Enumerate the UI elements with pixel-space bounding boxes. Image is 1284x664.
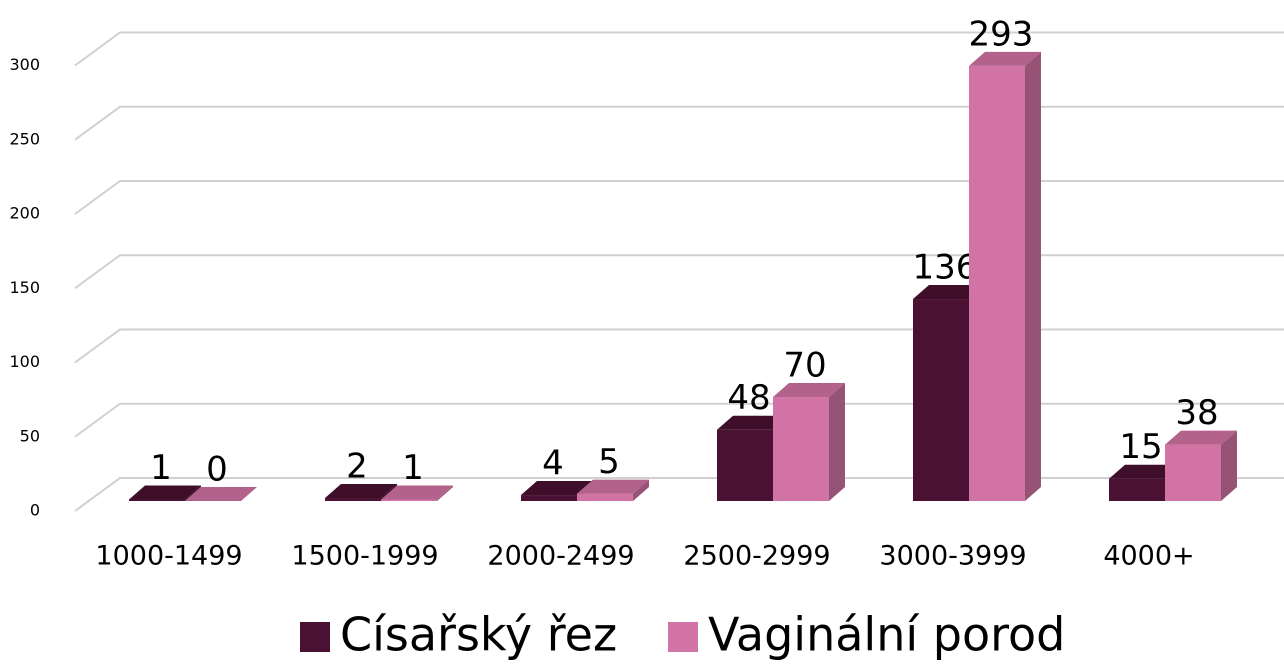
bar-top bbox=[577, 479, 649, 494]
bar bbox=[185, 487, 257, 501]
x-tick-label: 3000-3999 bbox=[879, 541, 1026, 572]
data-label: 0 bbox=[206, 450, 228, 490]
bar-side bbox=[1025, 51, 1041, 502]
bar-side bbox=[633, 479, 649, 501]
grid-line bbox=[74, 402, 1284, 438]
legend-label: Vaginální porod bbox=[708, 608, 1065, 662]
bar bbox=[1165, 430, 1237, 501]
y-tick-label: 100 bbox=[9, 352, 40, 371]
y-tick-label: 200 bbox=[9, 204, 40, 223]
y-tick-label: 150 bbox=[9, 278, 40, 297]
grid-line bbox=[74, 254, 1284, 290]
grid-line bbox=[74, 477, 1284, 512]
bar bbox=[577, 479, 649, 501]
data-label: 38 bbox=[1175, 393, 1218, 433]
bar-front bbox=[521, 495, 577, 501]
data-label: 4 bbox=[542, 444, 564, 484]
y-tick-label: 300 bbox=[9, 55, 40, 74]
bar-top bbox=[381, 485, 453, 500]
bar-top bbox=[773, 383, 845, 398]
bar-front bbox=[969, 65, 1025, 502]
data-label: 70 bbox=[783, 346, 826, 386]
bar-front bbox=[717, 429, 773, 501]
x-tick-label: 1000-1499 bbox=[95, 541, 242, 572]
bar-front bbox=[381, 499, 437, 501]
bar bbox=[773, 383, 845, 501]
bar-front bbox=[913, 299, 969, 501]
bar-top bbox=[185, 487, 257, 501]
bar-top bbox=[913, 285, 985, 300]
bar-top bbox=[1165, 430, 1237, 445]
bar-top bbox=[717, 415, 789, 430]
legend-label: Císařský řez bbox=[340, 608, 617, 662]
data-label: 48 bbox=[727, 378, 770, 418]
bar-front bbox=[773, 397, 829, 501]
data-label: 293 bbox=[969, 14, 1034, 54]
bar bbox=[969, 51, 1041, 502]
bar bbox=[381, 485, 453, 501]
data-label: 2 bbox=[346, 447, 368, 487]
grid-line bbox=[74, 328, 1284, 364]
data-label: 5 bbox=[598, 442, 620, 482]
bar-front bbox=[325, 498, 381, 501]
bar-front bbox=[1165, 444, 1221, 501]
y-tick-label: 50 bbox=[20, 426, 40, 445]
data-label: 15 bbox=[1119, 427, 1162, 467]
data-label: 1 bbox=[402, 448, 424, 488]
bar-top bbox=[325, 484, 397, 499]
bar-side bbox=[185, 485, 201, 501]
bar-side bbox=[829, 383, 845, 501]
bar-top bbox=[969, 51, 1041, 66]
x-tick-label: 4000+ bbox=[1103, 541, 1194, 572]
legend-swatch bbox=[668, 622, 698, 652]
bar-front bbox=[1109, 478, 1165, 501]
x-tick-label: 2500-2999 bbox=[683, 541, 830, 572]
grid-line bbox=[74, 31, 1284, 67]
data-label: 136 bbox=[913, 248, 978, 288]
y-tick-label: 0 bbox=[30, 501, 40, 520]
bar-top bbox=[129, 485, 201, 500]
grid-line bbox=[74, 180, 1284, 215]
bar-front bbox=[129, 499, 185, 501]
bar-top bbox=[521, 481, 593, 496]
bar-front bbox=[577, 493, 633, 501]
data-label: 1 bbox=[150, 448, 172, 488]
bar-side bbox=[1221, 430, 1237, 501]
bar-top bbox=[1109, 464, 1181, 479]
x-tick-label: 1500-1999 bbox=[291, 541, 438, 572]
y-tick-label: 250 bbox=[9, 129, 40, 148]
bar bbox=[129, 485, 201, 501]
x-tick-label: 2000-2499 bbox=[487, 541, 634, 572]
legend-swatch bbox=[300, 622, 330, 652]
bar-side bbox=[437, 485, 453, 501]
grid-line bbox=[74, 105, 1284, 141]
